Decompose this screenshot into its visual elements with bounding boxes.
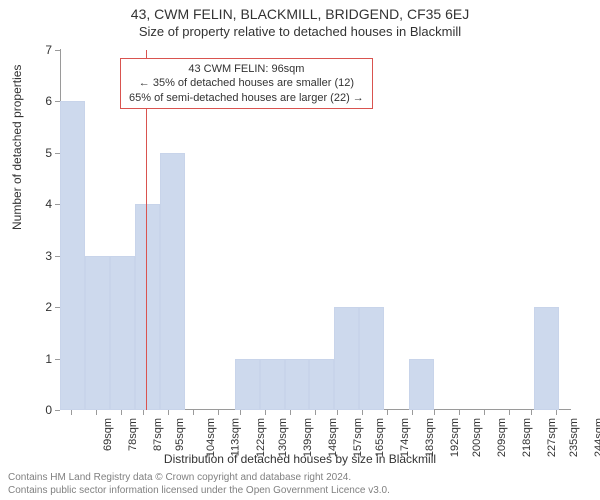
- histogram-bar: [409, 359, 434, 410]
- y-tick: [55, 204, 60, 205]
- y-tick-label: 2: [26, 300, 52, 314]
- x-tick: [71, 410, 72, 415]
- y-tick-label: 0: [26, 403, 52, 417]
- x-tick: [315, 410, 316, 415]
- footer-line-2: Contains public sector information licen…: [8, 485, 390, 498]
- x-tick: [387, 410, 388, 415]
- x-tick: [337, 410, 338, 415]
- annotation-line-3: 65% of semi-detached houses are larger (…: [129, 91, 364, 105]
- x-tick: [531, 410, 532, 415]
- x-tick: [218, 410, 219, 415]
- x-tick: [412, 410, 413, 415]
- y-tick: [55, 307, 60, 308]
- histogram-bar: [309, 359, 334, 410]
- x-tick: [290, 410, 291, 415]
- x-tick: [240, 410, 241, 415]
- histogram-bar: [534, 307, 559, 410]
- x-tick: [121, 410, 122, 415]
- x-tick-label: 95sqm: [174, 418, 186, 451]
- histogram-bar: [235, 359, 260, 410]
- histogram-bar: [135, 204, 160, 410]
- histogram-bar: [334, 307, 359, 410]
- y-tick: [55, 359, 60, 360]
- plot-area: 0123456769sqm78sqm87sqm95sqm104sqm113sqm…: [60, 50, 570, 410]
- y-tick: [55, 101, 60, 102]
- x-tick: [484, 410, 485, 415]
- x-tick: [193, 410, 194, 415]
- x-tick: [509, 410, 510, 415]
- chart-title-address: 43, CWM FELIN, BLACKMILL, BRIDGEND, CF35…: [0, 6, 600, 22]
- x-tick: [362, 410, 363, 415]
- y-tick: [55, 410, 60, 411]
- y-axis-label: Number of detached properties: [10, 65, 24, 230]
- chart-container: { "title_address": "43, CWM FELIN, BLACK…: [0, 0, 600, 500]
- x-tick-label: 78sqm: [127, 418, 139, 451]
- x-tick-label: 69sqm: [102, 418, 114, 451]
- x-tick-label: 87sqm: [152, 418, 164, 451]
- footer-line-1: Contains HM Land Registry data © Crown c…: [8, 472, 390, 485]
- x-tick: [459, 410, 460, 415]
- annotation-line-1: 43 CWM FELIN: 96sqm: [129, 62, 364, 76]
- histogram-bar: [160, 153, 185, 410]
- x-tick: [434, 410, 435, 415]
- histogram-bar: [260, 359, 285, 410]
- y-tick-label: 5: [26, 146, 52, 160]
- histogram-bar: [110, 256, 135, 410]
- x-tick-label: 113sqm: [229, 418, 241, 456]
- y-tick: [55, 256, 60, 257]
- y-tick-label: 6: [26, 94, 52, 108]
- histogram-bar: [85, 256, 110, 410]
- histogram-bar: [60, 101, 85, 410]
- histogram-bar: [359, 307, 384, 410]
- y-tick-label: 4: [26, 197, 52, 211]
- x-tick: [265, 410, 266, 415]
- x-tick: [143, 410, 144, 415]
- x-axis-label: Distribution of detached houses by size …: [0, 452, 600, 466]
- histogram-bar: [285, 359, 310, 410]
- x-tick: [556, 410, 557, 415]
- chart-title-subtitle: Size of property relative to detached ho…: [0, 24, 600, 39]
- y-tick-label: 3: [26, 249, 52, 263]
- annotation-line-2: ← 35% of detached houses are smaller (12…: [129, 76, 364, 90]
- x-tick: [96, 410, 97, 415]
- y-tick-label: 7: [26, 43, 52, 57]
- y-tick-label: 1: [26, 352, 52, 366]
- footer-attribution: Contains HM Land Registry data © Crown c…: [8, 472, 390, 497]
- y-tick: [55, 50, 60, 51]
- x-tick: [168, 410, 169, 415]
- annotation-box: 43 CWM FELIN: 96sqm← 35% of detached hou…: [120, 58, 373, 109]
- y-tick: [55, 153, 60, 154]
